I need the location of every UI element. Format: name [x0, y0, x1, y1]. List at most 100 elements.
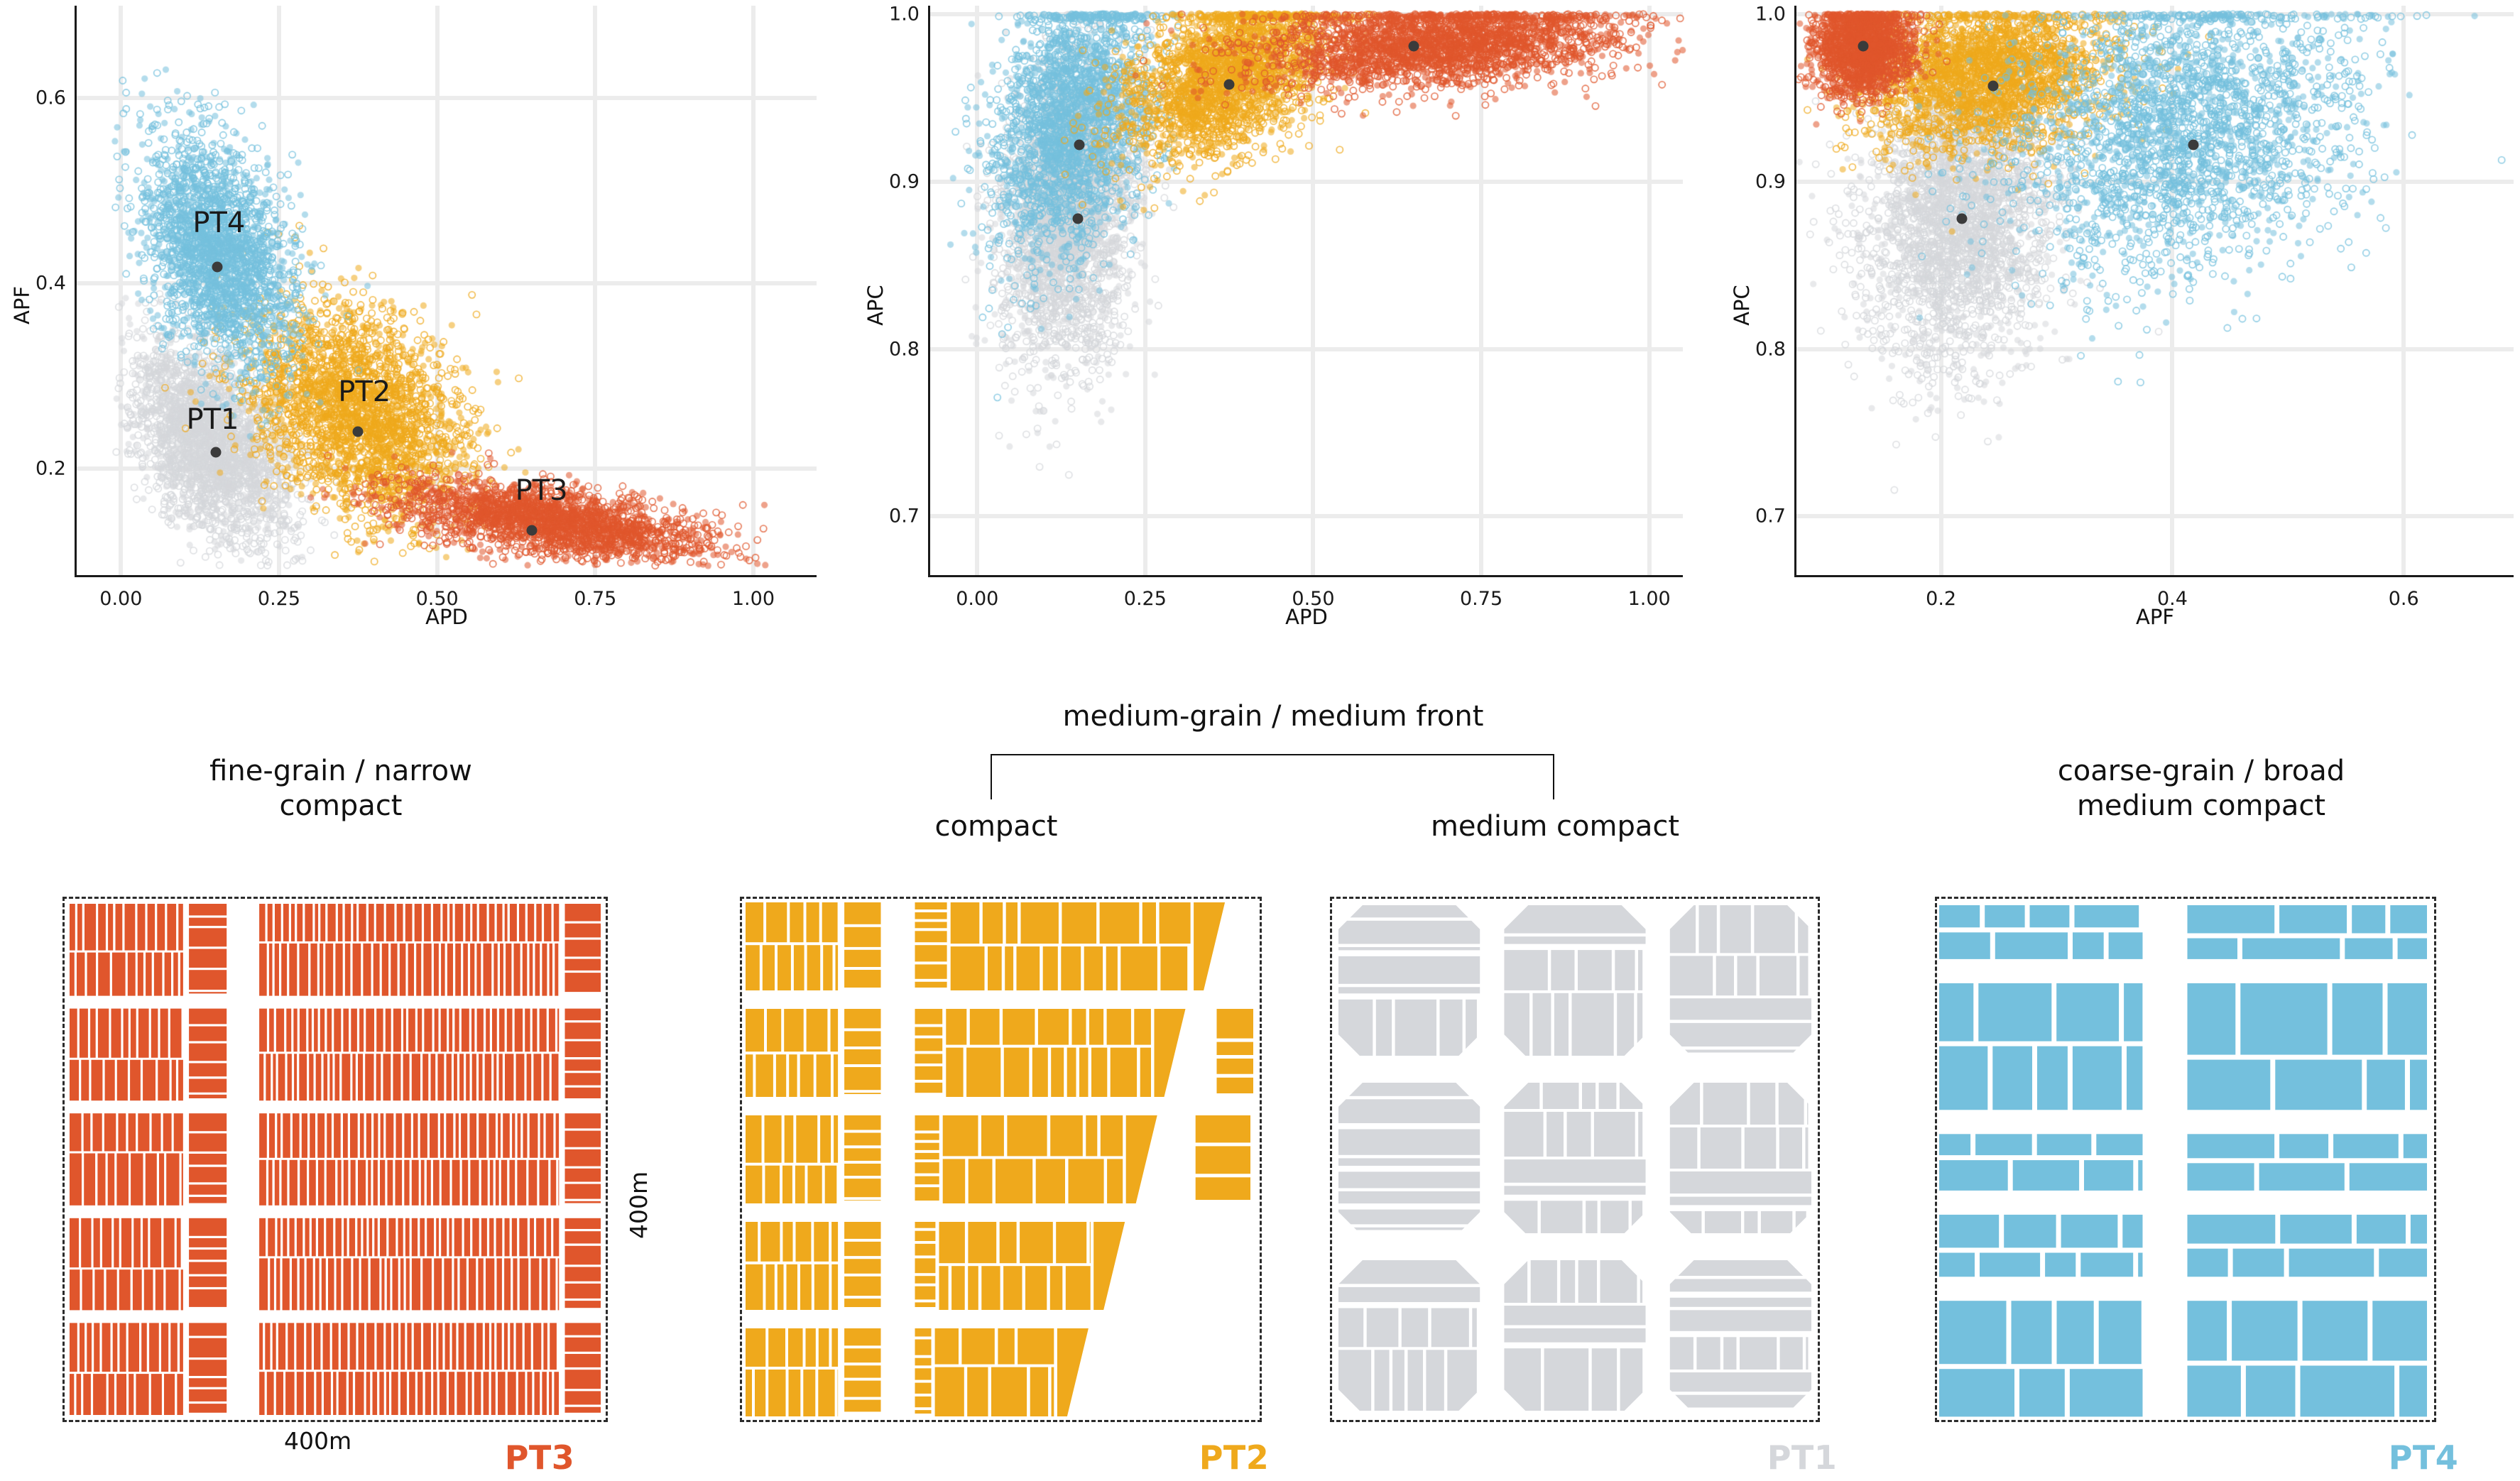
parcel	[542, 943, 547, 996]
parcel	[272, 1323, 276, 1370]
parcel	[116, 1153, 129, 1206]
parcel	[296, 1218, 303, 1257]
parcel	[1551, 950, 1575, 990]
parcel	[474, 1372, 481, 1415]
parcel	[1532, 993, 1551, 1056]
parcel	[553, 1218, 560, 1257]
parcel	[454, 1008, 459, 1052]
parcel	[1939, 1160, 2008, 1191]
parcel	[349, 1323, 356, 1370]
parcel	[503, 1323, 508, 1370]
parcel	[915, 922, 947, 929]
parcel	[70, 1113, 82, 1152]
parcel	[269, 1008, 274, 1052]
parcel	[822, 902, 838, 943]
parcel	[803, 1370, 816, 1416]
parcel	[915, 1368, 932, 1380]
parcel	[1593, 1112, 1635, 1157]
parcel	[392, 1258, 398, 1311]
parcel	[1669, 1022, 1811, 1046]
parcel	[500, 943, 503, 996]
parcel	[1939, 905, 1980, 928]
parcel	[467, 1372, 472, 1415]
parcel	[999, 1222, 1017, 1264]
parcel	[355, 1372, 364, 1415]
parcel	[526, 1054, 532, 1101]
parcel	[94, 1323, 100, 1372]
parcel	[170, 1008, 182, 1058]
parcel	[824, 1165, 837, 1203]
parcel	[115, 904, 123, 951]
y-tick-label: 0.9	[1755, 170, 1786, 193]
parcel	[1472, 1308, 1477, 1348]
parcel	[1578, 950, 1612, 990]
parcel	[557, 1008, 560, 1052]
parcel	[800, 1264, 812, 1310]
parcel	[2072, 1046, 2122, 1110]
parcel	[535, 943, 540, 996]
parcel	[469, 1258, 476, 1311]
parcel	[2275, 1059, 2362, 1110]
parcel	[315, 1054, 322, 1101]
parcel	[1939, 983, 1974, 1042]
y-tick-label: 0.8	[889, 338, 920, 361]
dim-label-right: 400m	[625, 1171, 653, 1239]
parcel	[299, 1008, 307, 1052]
parcel	[2011, 1301, 2052, 1365]
parcel	[2012, 1160, 2080, 1191]
parcel	[380, 1113, 384, 1158]
parcel	[441, 1218, 447, 1257]
parcel	[1638, 1112, 1643, 1157]
x-tick-label: 0.50	[1292, 588, 1335, 610]
cluster-centroid-pt2	[352, 426, 364, 437]
parcel	[807, 1165, 822, 1203]
parcel	[564, 939, 601, 957]
parcel	[778, 945, 791, 990]
parcel	[130, 1059, 141, 1101]
y-tick-label: 0.4	[36, 272, 66, 295]
parcel	[564, 1168, 601, 1182]
parcel	[1106, 946, 1118, 990]
parcel	[1025, 1266, 1047, 1310]
parcel	[844, 1348, 881, 1363]
parcel	[80, 1323, 85, 1372]
tile-pattern	[70, 904, 601, 1415]
parcel	[335, 1218, 342, 1257]
parcel	[1195, 1115, 1250, 1143]
parcel	[326, 1159, 336, 1206]
parcel	[2187, 1134, 2275, 1159]
parcel	[452, 1159, 460, 1206]
parcel	[1669, 1279, 1811, 1292]
parcel	[1698, 905, 1717, 953]
parcel	[2240, 983, 2328, 1055]
parcel	[2279, 905, 2347, 934]
parcel	[1016, 946, 1040, 990]
parcel	[452, 1323, 457, 1370]
parcel	[70, 904, 75, 951]
cluster-centroid-pt1	[210, 447, 222, 458]
parcel	[189, 1378, 227, 1387]
parcel	[449, 1008, 453, 1052]
parcel	[550, 1323, 557, 1370]
parcel	[93, 1374, 107, 1415]
parcel	[492, 1008, 497, 1052]
scatter-plot-apf-apc: 0.2 0.4 0.6 0.7 0.8 0.9 1.0 APF APC	[1704, 0, 2520, 639]
parcel	[352, 943, 361, 996]
parcel	[90, 1008, 96, 1058]
parcel	[470, 943, 475, 996]
parcel	[1392, 1350, 1404, 1411]
pt-tag-pt2: PT2	[1199, 1438, 1270, 1477]
parcel	[286, 1008, 292, 1052]
parcel	[97, 1008, 109, 1058]
parcel	[373, 943, 380, 996]
parcel	[1669, 956, 1713, 996]
parcel	[472, 904, 477, 941]
parcel	[1338, 1171, 1480, 1188]
parcel	[1338, 987, 1480, 994]
parcel	[564, 958, 601, 971]
parcel	[915, 1396, 932, 1408]
parcel	[1020, 902, 1059, 944]
parcel	[2289, 1248, 2374, 1277]
parcel	[353, 904, 357, 941]
parcel	[934, 1328, 959, 1365]
